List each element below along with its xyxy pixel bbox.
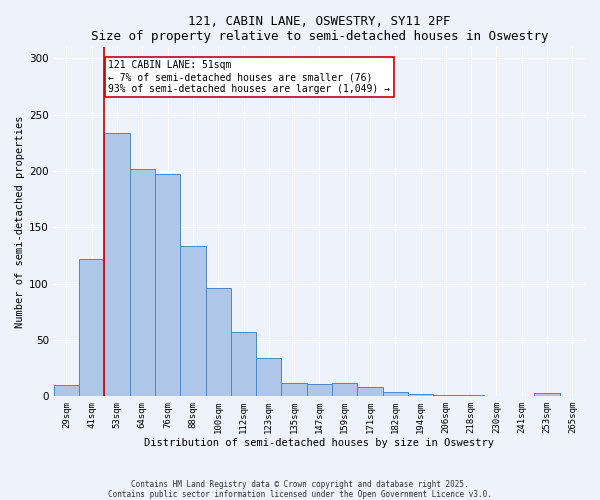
- Bar: [281, 382, 307, 396]
- X-axis label: Distribution of semi-detached houses by size in Oswestry: Distribution of semi-detached houses by …: [145, 438, 494, 448]
- Bar: [256, 358, 281, 396]
- Bar: [358, 387, 383, 396]
- Bar: [408, 394, 433, 396]
- Bar: [383, 392, 408, 396]
- Bar: [180, 246, 206, 396]
- Bar: [206, 288, 231, 396]
- Bar: [104, 132, 130, 396]
- Bar: [231, 332, 256, 396]
- Bar: [307, 384, 332, 396]
- Bar: [458, 395, 484, 396]
- Bar: [79, 259, 104, 396]
- Bar: [155, 174, 180, 396]
- Text: 121 CABIN LANE: 51sqm
← 7% of semi-detached houses are smaller (76)
93% of semi-: 121 CABIN LANE: 51sqm ← 7% of semi-detac…: [108, 60, 390, 94]
- Text: Contains HM Land Registry data © Crown copyright and database right 2025.
Contai: Contains HM Land Registry data © Crown c…: [108, 480, 492, 499]
- Y-axis label: Number of semi-detached properties: Number of semi-detached properties: [15, 116, 25, 328]
- Bar: [332, 382, 358, 396]
- Title: 121, CABIN LANE, OSWESTRY, SY11 2PF
Size of property relative to semi-detached h: 121, CABIN LANE, OSWESTRY, SY11 2PF Size…: [91, 15, 548, 43]
- Bar: [130, 168, 155, 396]
- Bar: [433, 395, 458, 396]
- Bar: [535, 393, 560, 396]
- Bar: [54, 385, 79, 396]
